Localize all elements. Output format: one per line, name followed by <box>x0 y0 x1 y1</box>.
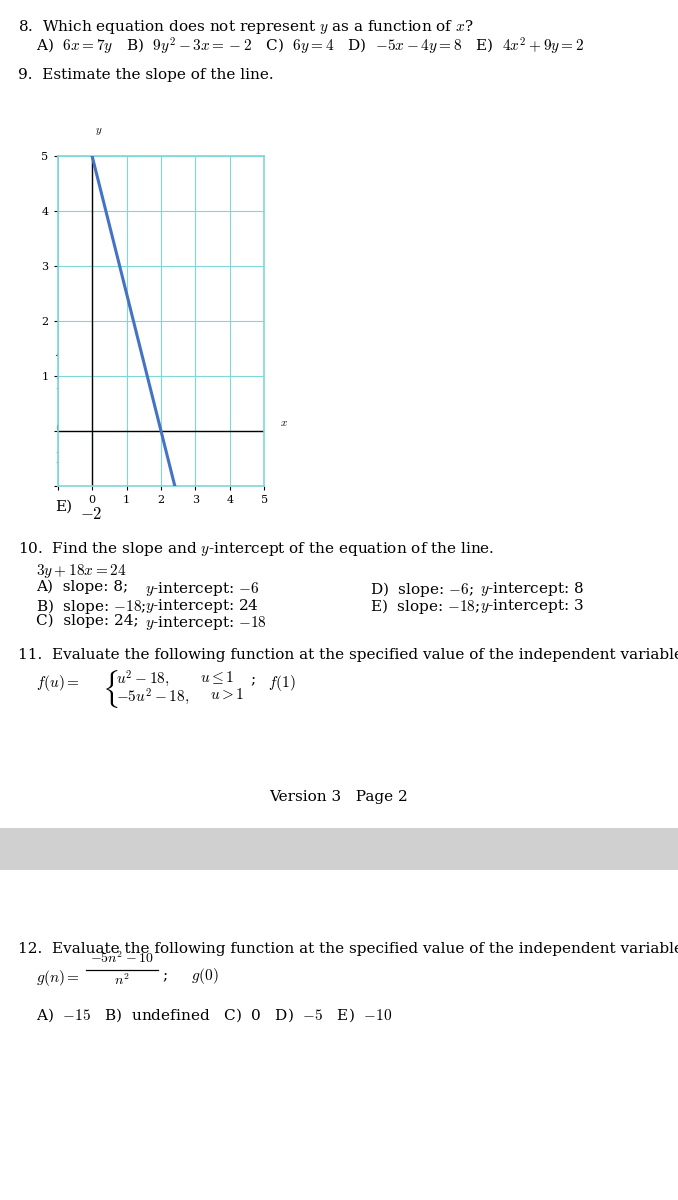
Text: A)  slope: 8;: A) slope: 8; <box>36 580 128 594</box>
Text: $-3$: $-3$ <box>80 352 102 370</box>
Text: $y$-intercept: $-18$: $y$-intercept: $-18$ <box>145 614 266 632</box>
Text: C): C) <box>55 422 73 436</box>
Text: $u \leq 1$: $u \leq 1$ <box>200 670 235 686</box>
Text: C)  slope: 24;: C) slope: 24; <box>36 614 138 629</box>
Text: $\{$: $\{$ <box>102 668 119 710</box>
Bar <box>0 828 678 870</box>
Text: $u > 1$: $u > 1$ <box>210 686 245 702</box>
Text: A): A) <box>55 346 72 359</box>
Text: $3y + 18x = 24$: $3y + 18x = 24$ <box>36 562 127 580</box>
Text: B)  slope: $-18$;: B) slope: $-18$; <box>36 596 146 616</box>
Text: $f(1)$: $f(1)$ <box>268 673 296 692</box>
Text: D)  slope: $-6$;: D) slope: $-6$; <box>370 580 474 599</box>
Text: D): D) <box>55 452 73 466</box>
Text: $y$-intercept: 8: $y$-intercept: 8 <box>480 580 584 598</box>
Text: $-\frac{1}{2}$: $-\frac{1}{2}$ <box>80 456 104 486</box>
Text: $\frac{1}{2}$: $\frac{1}{2}$ <box>80 382 89 412</box>
Text: A)  $-15$   B)  undefined   C)  0   D)  $-5$   E)  $-10$: A) $-15$ B) undefined C) 0 D) $-5$ E) $-… <box>36 1006 393 1024</box>
Text: 10.  Find the slope and $y$-intercept of the equation of the line.: 10. Find the slope and $y$-intercept of … <box>18 540 494 558</box>
Text: $y$: $y$ <box>95 126 102 137</box>
Text: Version 3   Page 2: Version 3 Page 2 <box>270 790 408 804</box>
Text: $x$: $x$ <box>280 419 287 428</box>
Text: B): B) <box>55 378 72 392</box>
Text: 12.  Evaluate the following function at the specified value of the independent v: 12. Evaluate the following function at t… <box>18 942 678 956</box>
Text: $g(n) = $: $g(n) = $ <box>36 968 80 988</box>
Text: 11.  Evaluate the following function at the specified value of the independent v: 11. Evaluate the following function at t… <box>18 648 678 662</box>
Text: 9.  Estimate the slope of the line.: 9. Estimate the slope of the line. <box>18 68 274 82</box>
Text: $f(u) =$: $f(u) =$ <box>36 673 80 692</box>
Text: 8.  Which equation does not represent $y$ as a function of $x$?: 8. Which equation does not represent $y$… <box>18 18 473 36</box>
Text: E): E) <box>55 500 72 514</box>
Text: ;: ; <box>250 673 255 686</box>
Text: A)  $6x = 7y$   B)  $9y^2 - 3x = -2$   C)  $6y = 4$   D)  $-5x - 4y = 8$   E)  $: A) $6x = 7y$ B) $9y^2 - 3x = -2$ C) $6y … <box>36 36 584 58</box>
Text: $u^2 - 18,$: $u^2 - 18,$ <box>116 670 170 689</box>
Text: $n^2$: $n^2$ <box>114 972 129 988</box>
Text: $y$-intercept: 3: $y$-intercept: 3 <box>480 596 584 614</box>
Text: ;     $g(0)$: ; $g(0)$ <box>162 966 219 986</box>
Text: E)  slope: $-18$;: E) slope: $-18$; <box>370 596 480 616</box>
Text: $2$: $2$ <box>80 428 89 445</box>
Text: $-5u^2 - 18,$: $-5u^2 - 18,$ <box>116 686 189 707</box>
Text: $-2$: $-2$ <box>80 506 102 523</box>
Text: $-5n^2 - 10$: $-5n^2 - 10$ <box>90 950 154 966</box>
Text: $y$-intercept: $-6$: $y$-intercept: $-6$ <box>145 580 259 598</box>
Text: $y$-intercept: 24: $y$-intercept: 24 <box>145 596 259 614</box>
